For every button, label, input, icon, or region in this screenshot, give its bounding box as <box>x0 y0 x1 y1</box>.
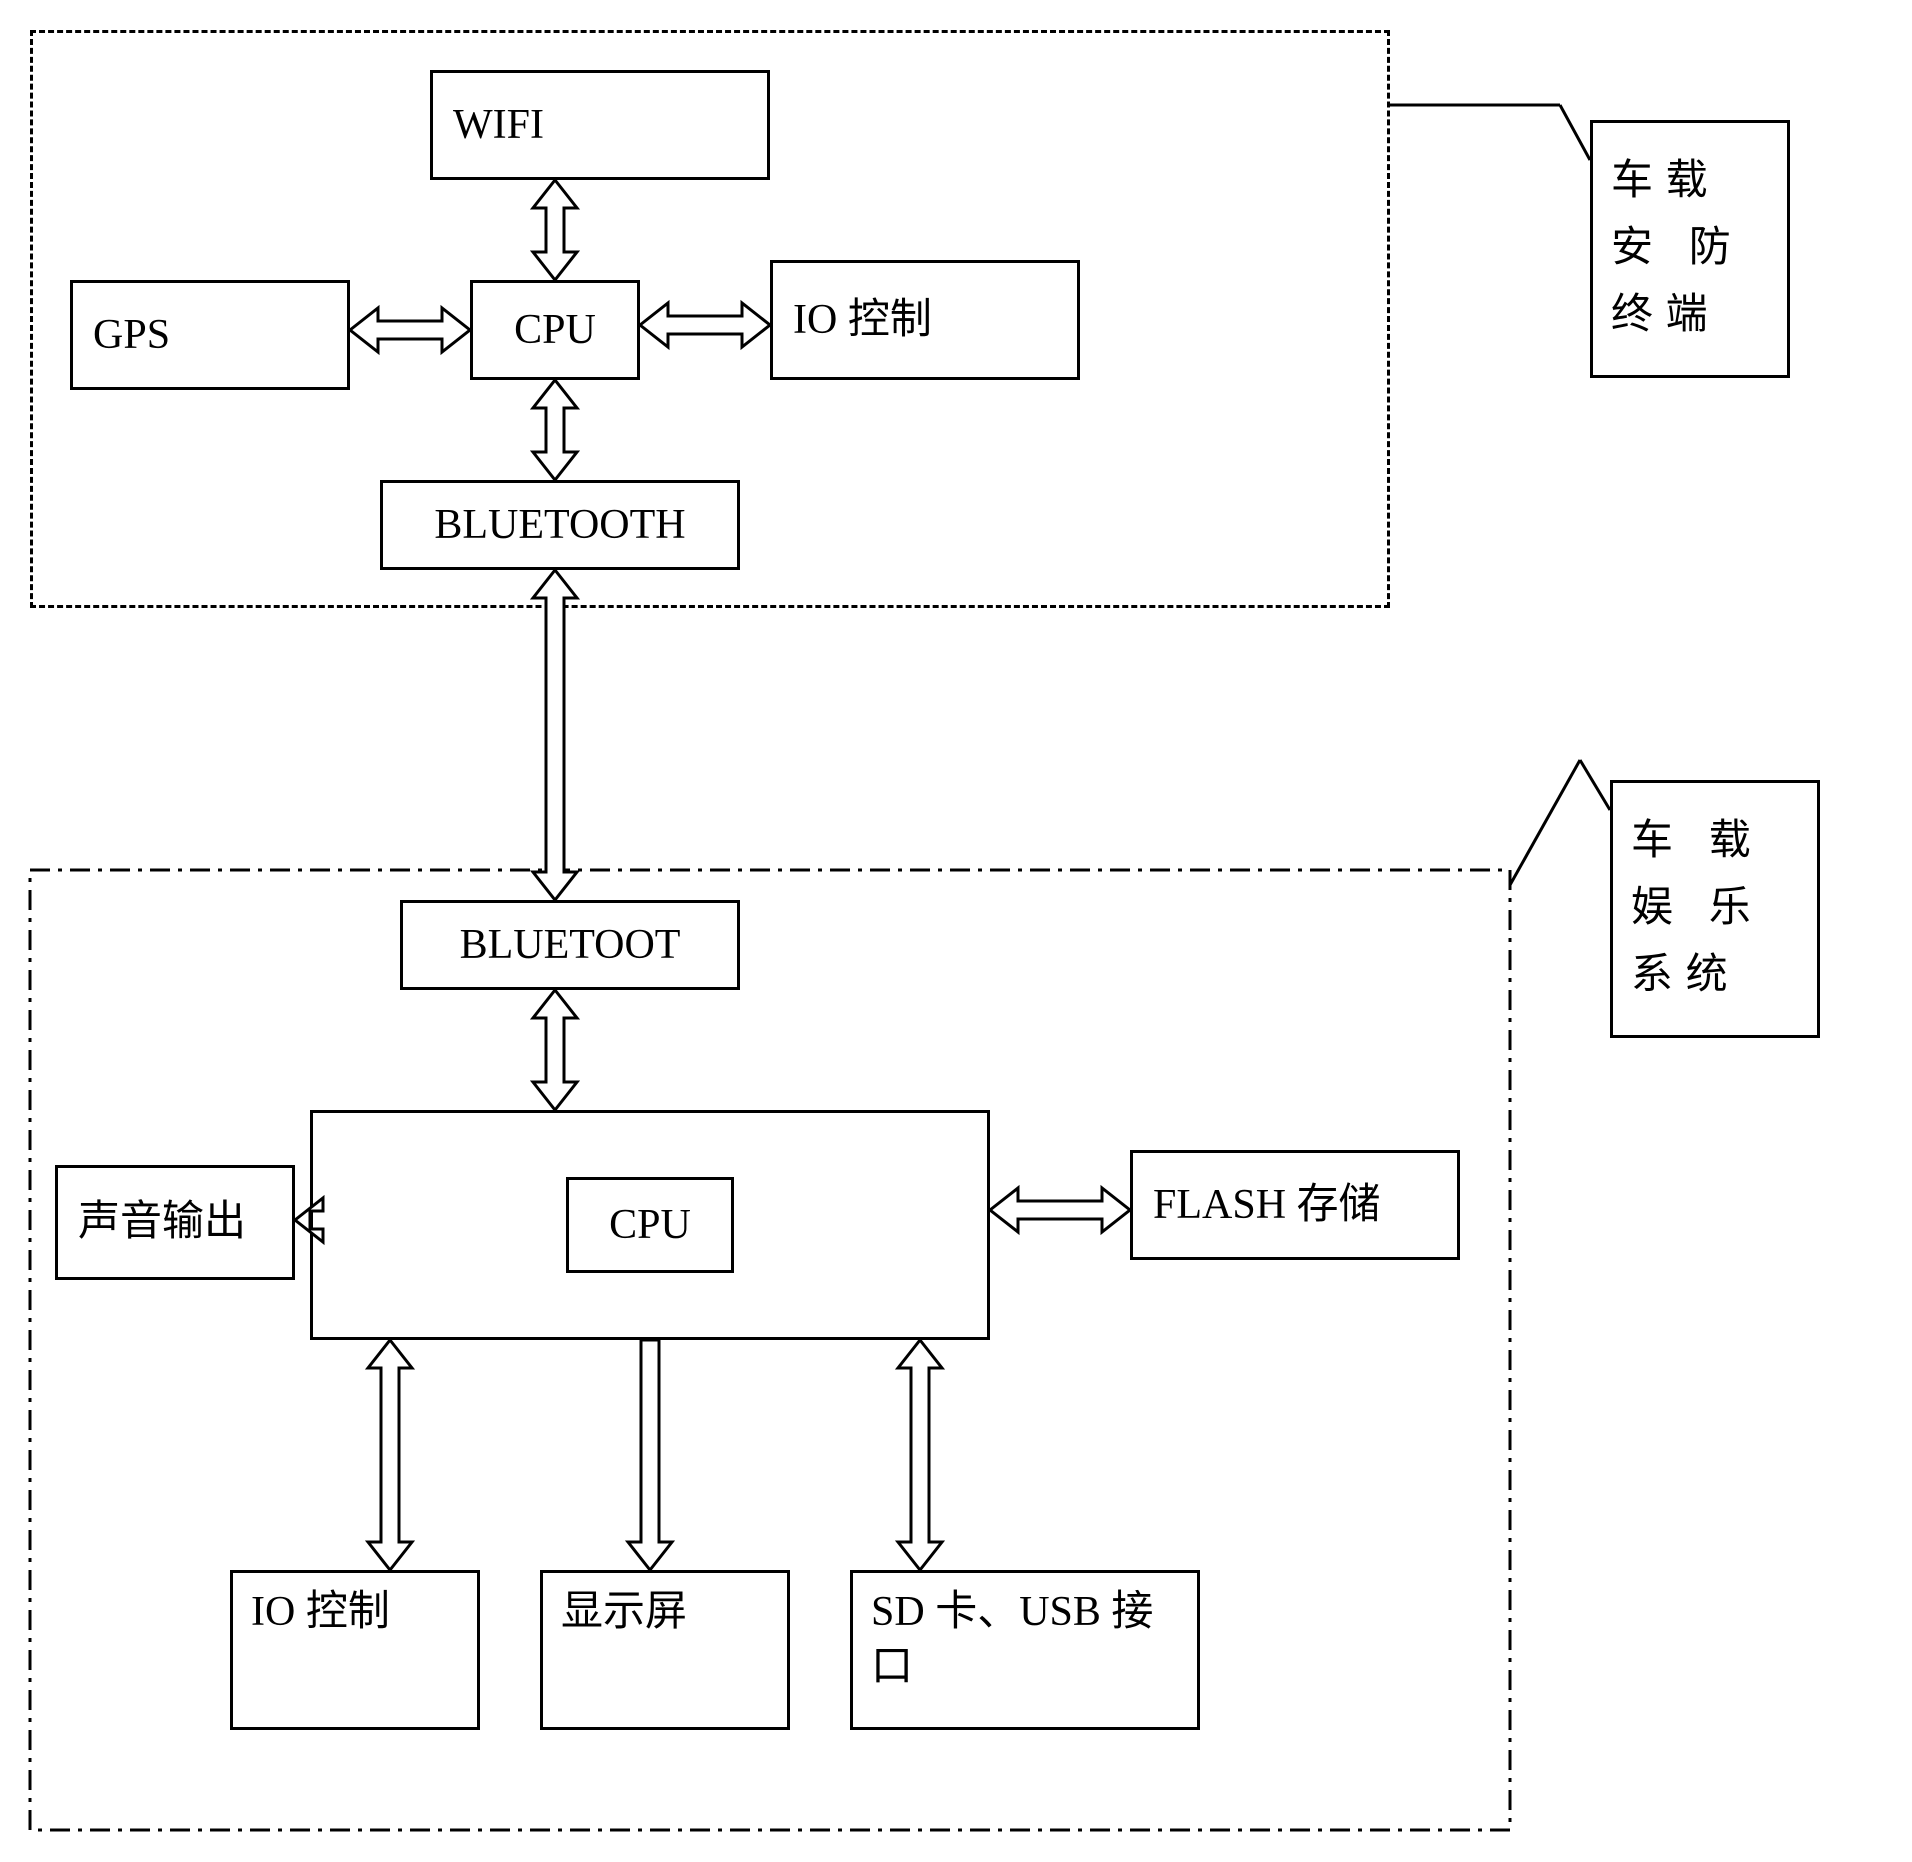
node-audio-text: 声音输出 <box>78 1195 246 1250</box>
node-io-top: IO 控制 <box>770 260 1080 380</box>
node-cpu-bottom-container: CPU <box>310 1110 990 1340</box>
label-security-text: 车载安 防终端 <box>1611 158 1743 338</box>
label-entertainment-text: 车 载娱 乐系统 <box>1631 818 1763 998</box>
node-display: 显示屏 <box>540 1570 790 1730</box>
node-cpu-top-text: CPU <box>514 303 596 358</box>
node-bt-top-text: BLUETOOTH <box>434 498 685 553</box>
node-sd-usb: SD 卡、USB 接口 <box>850 1570 1200 1730</box>
label-entertainment-system: 车 载娱 乐系统 <box>1610 780 1820 1038</box>
diagram-canvas: 车载安 防终端 车 载娱 乐系统 WIFI GPS CPU IO 控制 BLUE… <box>0 0 1912 1862</box>
node-io-top-text: IO 控制 <box>793 293 932 348</box>
node-cpu-bottom: CPU <box>566 1177 734 1274</box>
node-wifi: WIFI <box>430 70 770 180</box>
node-flash-text: FLASH 存储 <box>1153 1178 1381 1233</box>
node-sdusb-text: SD 卡、USB 接口 <box>871 1585 1179 1694</box>
node-bluetooth-top: BLUETOOTH <box>380 480 740 570</box>
node-wifi-text: WIFI <box>453 98 544 153</box>
node-gps-text: GPS <box>93 308 170 363</box>
node-io-bottom: IO 控制 <box>230 1570 480 1730</box>
label-security-terminal: 车载安 防终端 <box>1590 120 1790 378</box>
node-gps: GPS <box>70 280 350 390</box>
node-io-bottom-text: IO 控制 <box>251 1585 390 1640</box>
node-flash-storage: FLASH 存储 <box>1130 1150 1460 1260</box>
node-audio-output: 声音输出 <box>55 1165 295 1280</box>
node-cpu-bottom-text: CPU <box>609 1202 691 1248</box>
node-bluetooth-bottom: BLUETOOT <box>400 900 740 990</box>
node-cpu-top: CPU <box>470 280 640 380</box>
node-bt-bottom-text: BLUETOOT <box>460 918 681 973</box>
node-display-text: 显示屏 <box>561 1585 687 1640</box>
